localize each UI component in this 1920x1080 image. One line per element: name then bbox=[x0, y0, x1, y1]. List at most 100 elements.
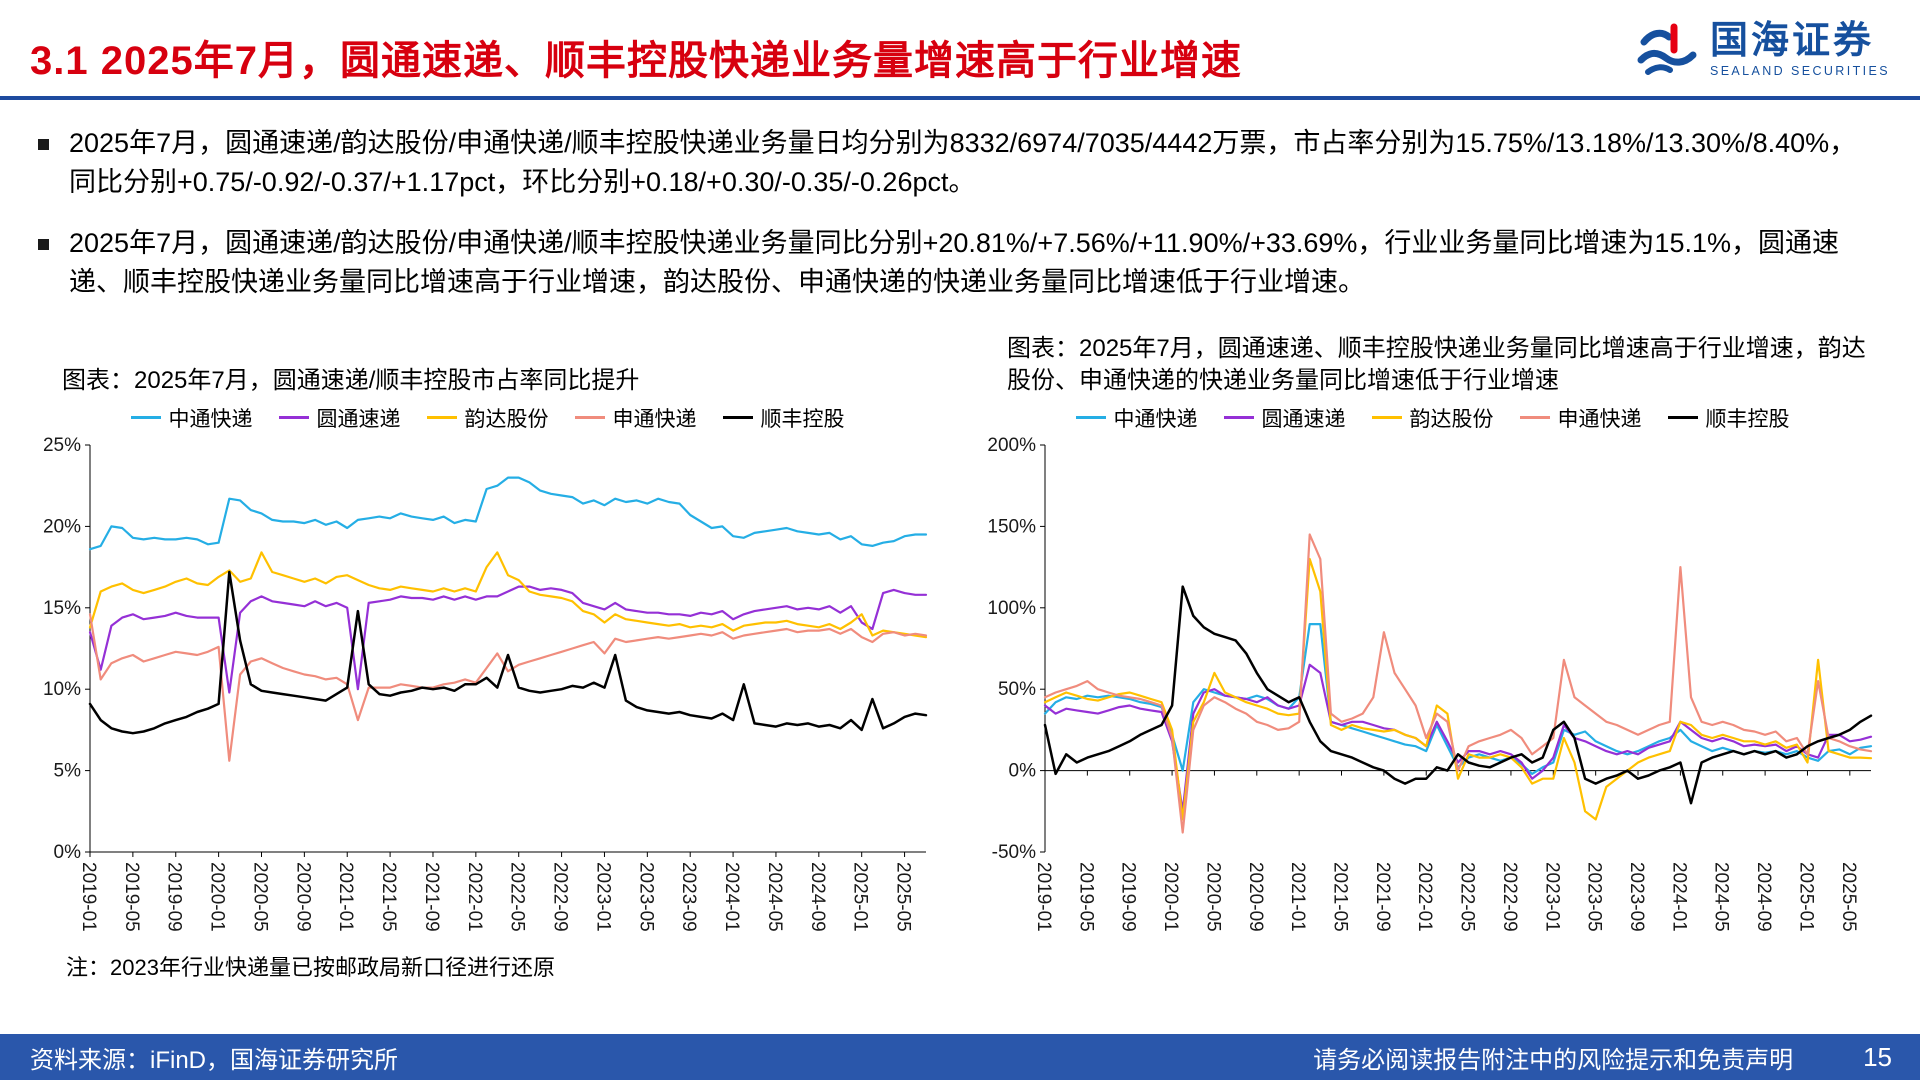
legend-label-sf: 顺丰控股 bbox=[760, 407, 845, 431]
y-tick-label: 100% bbox=[987, 597, 1036, 618]
legend-label-yto: 圆通速递 bbox=[316, 407, 401, 431]
legend-label-yto: 圆通速递 bbox=[1261, 407, 1346, 431]
legend-swatch-sf bbox=[1667, 416, 1698, 420]
series-line-sf bbox=[88, 570, 928, 735]
footer-right-group: 请务必阅读报告附注中的风险提示和免责声明 15 bbox=[1313, 1040, 1892, 1075]
logo-subtitle: SEALAND SECURITIES bbox=[1709, 63, 1890, 78]
legend-market-share: 中通快递 圆通速递 韵达股份 申通快递 顺丰控股 bbox=[32, 403, 943, 433]
legend-item-sf: 顺丰控股 bbox=[722, 403, 845, 433]
legend-label-sto: 申通快递 bbox=[612, 407, 697, 431]
chart-note: 注：2023年行业快递量已按邮政局新口径进行还原 bbox=[66, 954, 555, 980]
legend-swatch-yunda bbox=[1371, 416, 1402, 420]
legend-item-zto: 中通快递 bbox=[130, 403, 253, 433]
y-tick-label: 15% bbox=[43, 597, 81, 618]
bullet-item: 2025年7月，圆通速递/韵达股份/申通快递/顺丰控股快递业务量同比分别+20.… bbox=[38, 224, 1860, 302]
legend-item-yto: 圆通速递 bbox=[1223, 403, 1346, 433]
x-tick-label: 2023-01 bbox=[1541, 862, 1562, 932]
series-line-yto bbox=[1043, 663, 1873, 812]
legend-item-yunda: 韵达股份 bbox=[426, 403, 549, 433]
logo-text: 国海证券 SEALAND SECURITIES bbox=[1709, 20, 1890, 78]
x-tick-label: 2025-05 bbox=[1838, 862, 1859, 932]
x-tick-label: 2019-05 bbox=[121, 862, 142, 932]
series-line-sto bbox=[1043, 532, 1873, 834]
x-tick-label: 2019-01 bbox=[1033, 862, 1054, 932]
legend-item-sf: 顺丰控股 bbox=[1667, 403, 1790, 433]
x-tick-label: 2021-05 bbox=[1330, 862, 1351, 932]
summary-bullets: 2025年7月，圆通速递/韵达股份/申通快递/顺丰控股快递业务量日均分别为833… bbox=[0, 100, 1920, 303]
bullet-text: 2025年7月，圆通速递/韵达股份/申通快递/顺丰控股快递业务量日均分别为833… bbox=[69, 128, 1857, 198]
y-tick-label: 10% bbox=[43, 679, 81, 700]
footer-source: 资料来源：iFinD，国海证券研究所 bbox=[30, 1046, 399, 1074]
legend-label-zto: 中通快递 bbox=[168, 407, 253, 431]
legend-item-sto: 申通快递 bbox=[574, 403, 697, 433]
market-share-chart-block: 图表：2025年7月，圆通速递/顺丰控股市占率同比提升 中通快递 圆通速递 韵达股份… bbox=[32, 331, 943, 982]
logo-name: 国海证券 bbox=[1709, 20, 1874, 62]
x-tick-label: 2019-09 bbox=[164, 862, 185, 932]
x-tick-label: 2020-05 bbox=[1202, 862, 1223, 932]
x-tick-label: 2024-01 bbox=[1668, 862, 1689, 932]
y-tick-label: 5% bbox=[54, 760, 82, 781]
series-line-zto bbox=[88, 476, 928, 550]
bullet-square-icon bbox=[38, 239, 49, 251]
x-tick-label: 2021-05 bbox=[378, 862, 399, 932]
legend-item-zto: 中通快递 bbox=[1075, 403, 1198, 433]
x-tick-label: 2021-09 bbox=[421, 862, 442, 932]
legend-swatch-sf bbox=[722, 416, 753, 420]
x-tick-label: 2022-01 bbox=[1414, 862, 1435, 932]
x-tick-label: 2025-05 bbox=[893, 862, 914, 932]
legend-swatch-zto bbox=[130, 416, 161, 420]
y-tick-label: 25% bbox=[43, 435, 81, 456]
chart-title-right: 图表：2025年7月，圆通速递、顺丰控股快递业务量同比增速高于行业增速，韵达股份… bbox=[977, 331, 1888, 397]
market-share-chart: 0% 5% 10% 15% 20% 25% 2019-01 2019-05 2019-09 202… bbox=[43, 435, 928, 932]
legend-swatch-sto bbox=[1519, 416, 1550, 420]
legend-item-yunda: 韵达股份 bbox=[1371, 403, 1494, 433]
series-line-zto bbox=[1043, 622, 1873, 775]
charts-section: 图表：2025年7月，圆通速递/顺丰控股市占率同比提升 中通快递 圆通速递 韵达股份… bbox=[0, 325, 1920, 982]
x-tick-label: 2020-09 bbox=[292, 862, 313, 932]
x-tick-label: 2019-05 bbox=[1075, 862, 1096, 932]
x-tick-label: 2022-09 bbox=[550, 862, 571, 932]
sealand-logo-icon bbox=[1637, 23, 1697, 75]
chart-title-right-text: 图表：2025年7月，圆通速递、顺丰控股快递业务量同比增速高于行业增速，韵达股份… bbox=[1007, 335, 1866, 394]
x-tick-label: 2024-05 bbox=[764, 862, 785, 932]
legend-swatch-zto bbox=[1075, 416, 1106, 420]
x-tick-label: 2023-01 bbox=[592, 862, 613, 932]
x-tick-label: 2024-09 bbox=[1753, 862, 1774, 932]
bullet-square-icon bbox=[38, 139, 49, 150]
x-tick-label: 2023-05 bbox=[1584, 862, 1605, 932]
legend-label-zto: 中通快递 bbox=[1113, 407, 1198, 431]
y-tick-label: 50% bbox=[998, 679, 1036, 700]
x-tick-label: 2025-01 bbox=[850, 862, 871, 932]
y-tick-label: 20% bbox=[43, 516, 81, 537]
legend-label-yunda: 韵达股份 bbox=[1409, 407, 1494, 431]
chart-title-left-text: 图表：2025年7月，圆通速递/顺丰控股市占率同比提升 bbox=[62, 366, 640, 394]
x-tick-label: 2025-01 bbox=[1795, 862, 1816, 932]
x-tick-label: 2022-01 bbox=[464, 862, 485, 932]
bullet-item: 2025年7月，圆通速递/韵达股份/申通快递/顺丰控股快递业务量日均分别为833… bbox=[38, 124, 1860, 202]
yoy-growth-chart: -50% 0% 50% 100% 150% 200% 2019-01 2019-05 2019-… bbox=[987, 435, 1873, 932]
legend-item-sto: 申通快递 bbox=[1519, 403, 1642, 433]
header: 3.1 2025年7月，圆通速递、顺丰控股快递业务量增速高于行业增速 国海证券 … bbox=[0, 0, 1920, 86]
legend-label-sf: 顺丰控股 bbox=[1705, 407, 1790, 431]
legend-yoy-growth: 中通快递 圆通速递 韵达股份 申通快递 顺丰控股 bbox=[977, 403, 1888, 433]
chart-title-left: 图表：2025年7月，圆通速递/顺丰控股市占率同比提升 bbox=[32, 331, 943, 397]
x-tick-label: 2023-09 bbox=[1626, 862, 1647, 932]
x-tick-label: 2023-05 bbox=[635, 862, 656, 932]
bullet-text: 2025年7月，圆通速递/韵达股份/申通快递/顺丰控股快递业务量同比分别+20.… bbox=[69, 228, 1839, 298]
series-line-yunda bbox=[88, 550, 928, 638]
legend-item-yto: 圆通速递 bbox=[278, 403, 401, 433]
header-divider bbox=[0, 96, 1920, 100]
x-tick-label: 2024-09 bbox=[807, 862, 828, 932]
x-tick-label: 2024-05 bbox=[1711, 862, 1732, 932]
legend-label-yunda: 韵达股份 bbox=[464, 407, 549, 431]
x-tick-label: 2020-01 bbox=[1160, 862, 1181, 932]
y-tick-label: 0% bbox=[54, 842, 82, 863]
series-line-yto bbox=[88, 585, 928, 694]
series-line-sto bbox=[88, 612, 928, 762]
legend-swatch-yto bbox=[1223, 416, 1254, 420]
y-tick-label: 0% bbox=[1009, 760, 1037, 781]
y-tick-label: 200% bbox=[987, 435, 1036, 456]
series-line-sf bbox=[1043, 584, 1873, 805]
x-tick-label: 2023-09 bbox=[678, 862, 699, 932]
